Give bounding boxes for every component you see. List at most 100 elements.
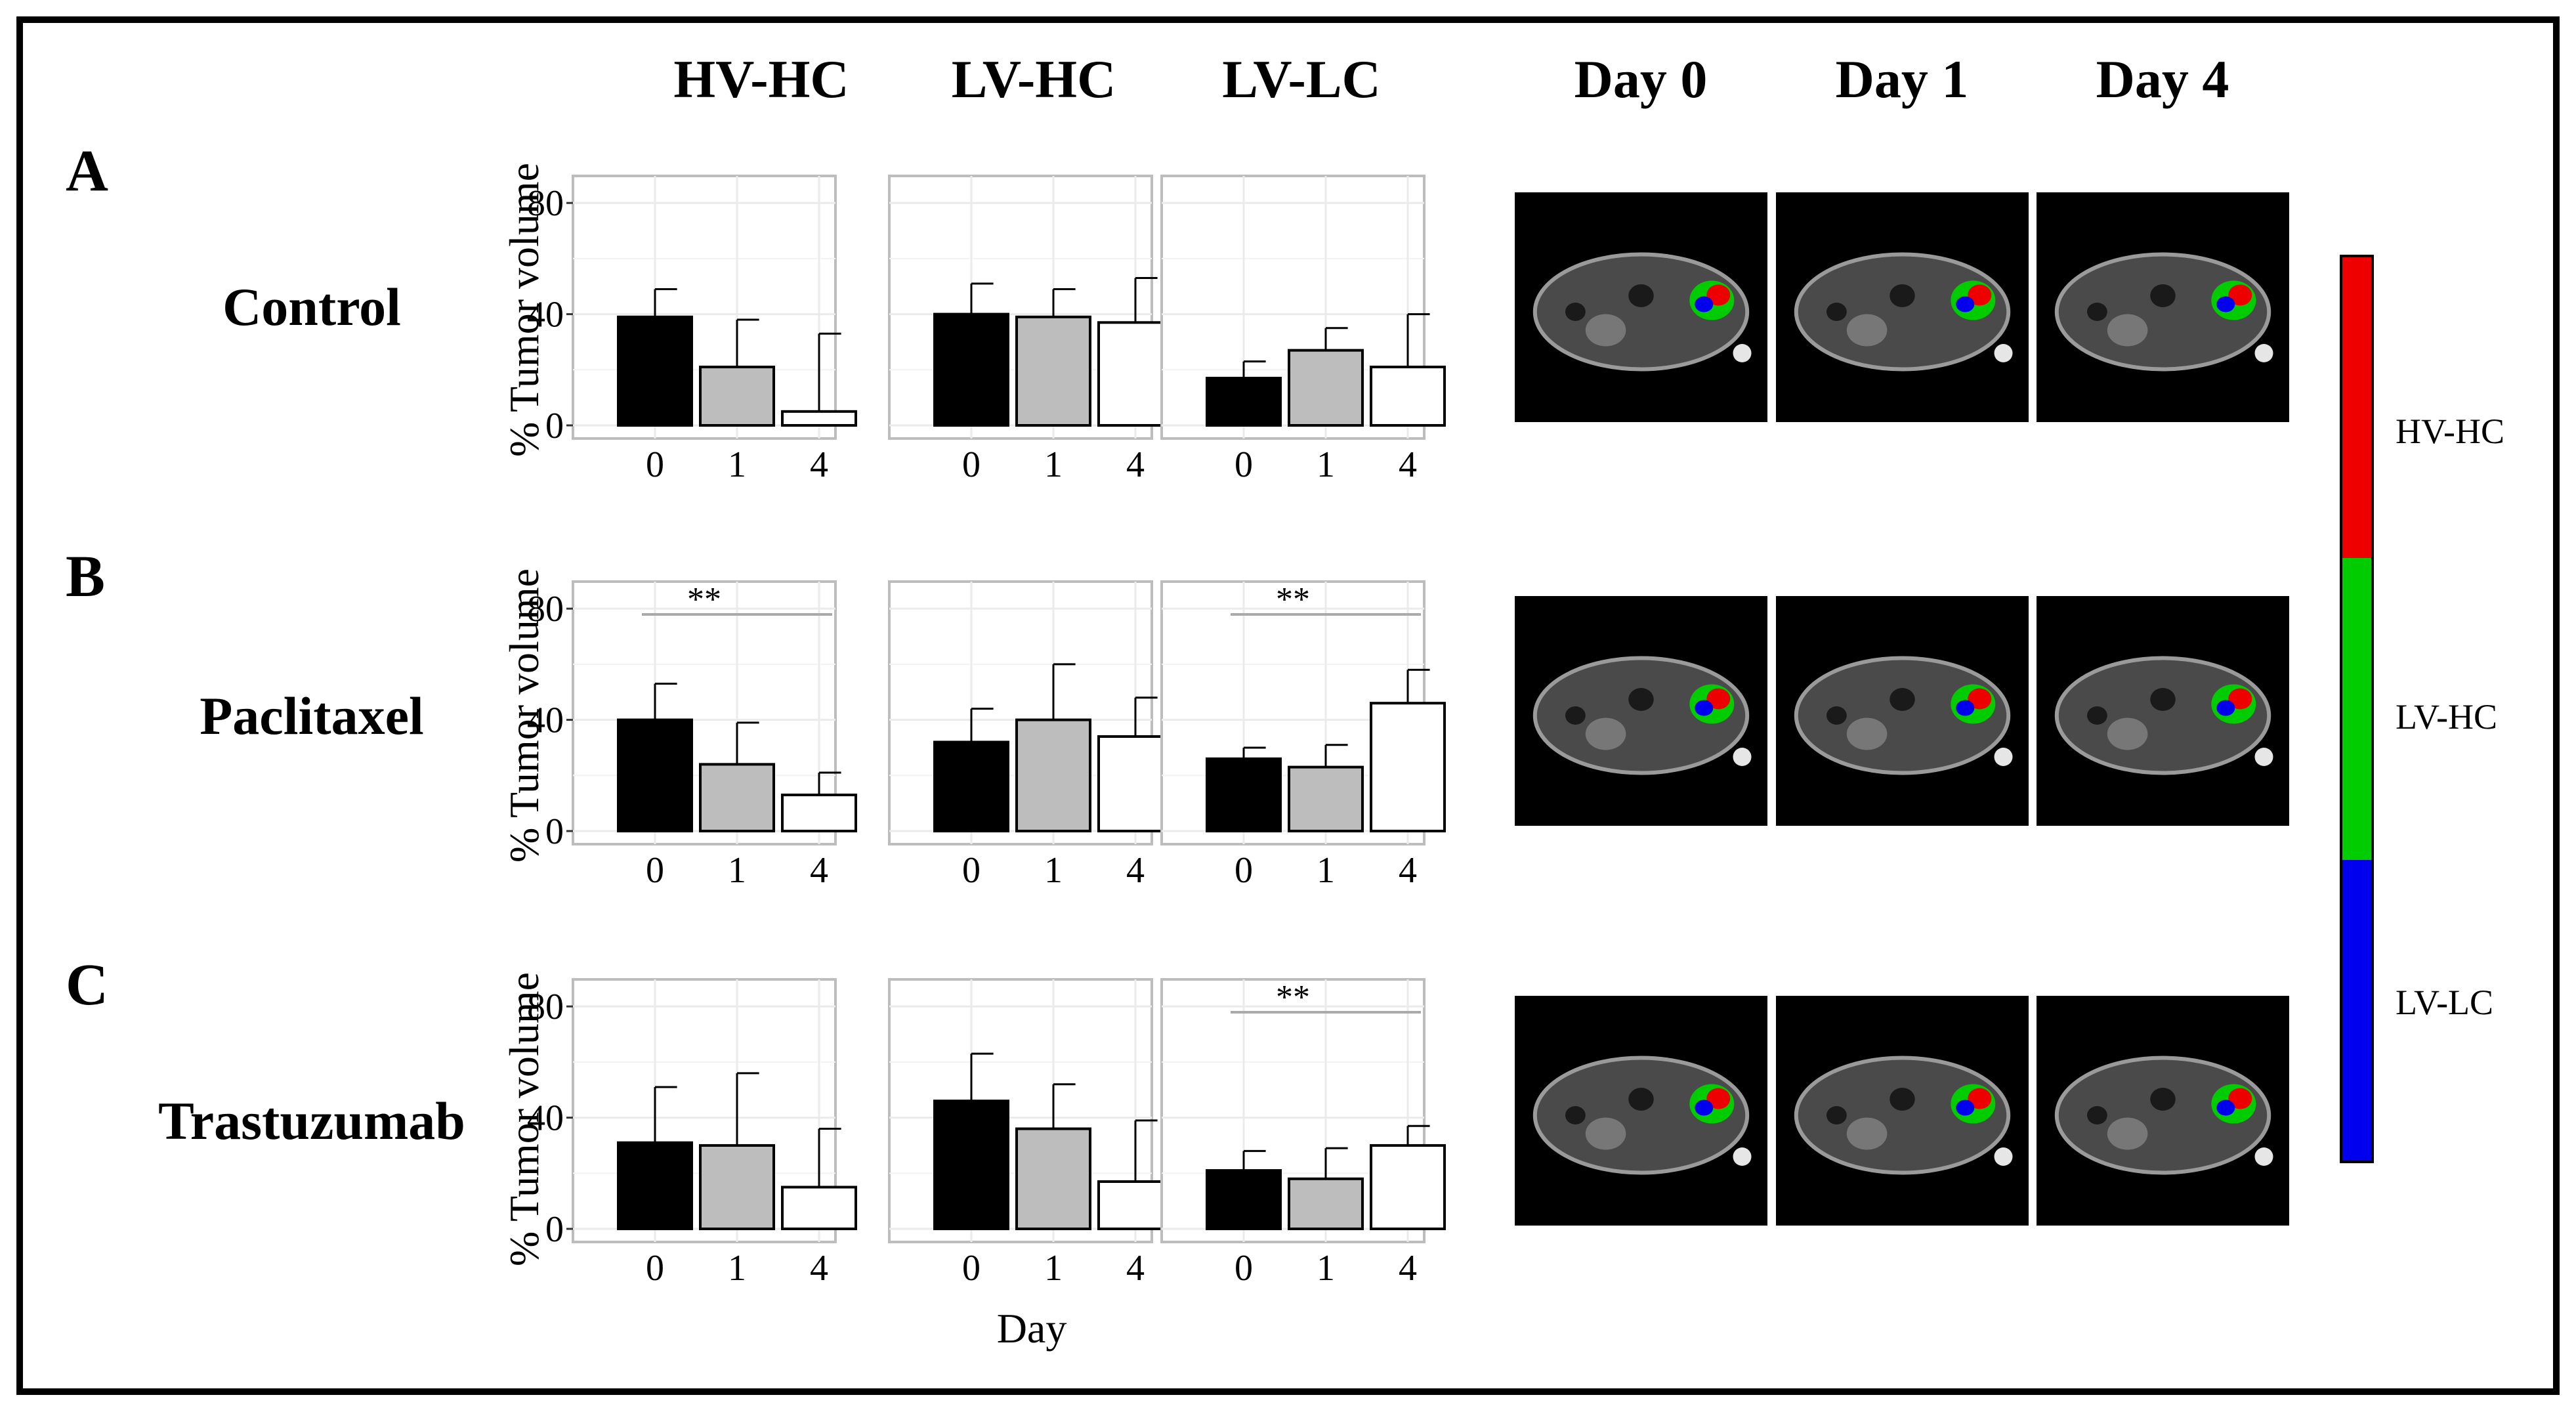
significance-label-paclitaxel-lv-lc: ** xyxy=(1276,581,1310,618)
mri-body-outline xyxy=(1532,1056,1750,1175)
row-label-control: Control xyxy=(222,277,401,337)
panel-letter-c: C xyxy=(66,952,108,1017)
fiducial-marker xyxy=(1994,748,2013,766)
bar-trastuzumab-lv-hc-day-0 xyxy=(933,1100,1009,1231)
bar-paclitaxel-hv-hc-day-0 xyxy=(617,718,693,833)
tumor-overlay-lv-lc xyxy=(1956,700,1975,716)
x-axis-title: Day xyxy=(997,1305,1067,1352)
y-tick-label-paclitaxel-hv-hc-40: 40 xyxy=(527,700,564,741)
x-tick-label-control-lv-lc-1: 1 xyxy=(1317,444,1335,485)
fiducial-marker xyxy=(2254,1147,2273,1166)
x-tick-label-trastuzumab-lv-lc-1: 1 xyxy=(1317,1248,1335,1289)
x-tick-label-control-hv-hc-1: 1 xyxy=(728,444,746,485)
mri-cavity xyxy=(1826,303,1847,321)
mri-body-outline xyxy=(2054,656,2271,775)
x-tick-label-control-hv-hc-4: 4 xyxy=(810,444,828,485)
tumor-overlay-lv-lc xyxy=(1695,296,1714,312)
mri-body-outline xyxy=(1532,656,1750,775)
bar-paclitaxel-lv-lc-day-0 xyxy=(1206,757,1282,832)
colorbar-segment-hv-hc xyxy=(2341,256,2373,558)
bar-trastuzumab-lv-lc-day-0 xyxy=(1206,1169,1282,1231)
bar-control-lv-lc-day-0 xyxy=(1206,377,1282,427)
fiducial-marker xyxy=(2254,344,2273,362)
colorbar-label-lv-lc: LV-LC xyxy=(2396,983,2493,1022)
x-tick-label-control-lv-hc-4: 4 xyxy=(1126,444,1145,485)
image-header-day-1: Day 1 xyxy=(1836,49,1969,109)
mri-image-trastuzumab-day-1 xyxy=(1776,996,2029,1226)
mri-cavity xyxy=(1565,303,1586,321)
colorbar-label-hv-hc: HV-HC xyxy=(2396,412,2504,451)
x-tick-label-control-lv-hc-1: 1 xyxy=(1044,444,1063,485)
bar-trastuzumab-lv-lc-day-1 xyxy=(1288,1177,1364,1230)
mri-organ xyxy=(1585,1117,1626,1150)
mri-cavity xyxy=(1628,284,1654,307)
mri-body-outline xyxy=(1794,1056,2011,1175)
tumor-overlay-hv-hc xyxy=(1706,284,1731,306)
col-header-lv-hc: LV-HC xyxy=(952,49,1116,109)
panel-letter-b: B xyxy=(66,544,105,609)
tumor-overlay-lv-lc xyxy=(1695,1100,1714,1116)
x-tick-label-trastuzumab-lv-lc-0: 0 xyxy=(1235,1248,1253,1289)
x-tick-label-paclitaxel-lv-hc-4: 4 xyxy=(1126,850,1145,891)
y-tick-label-paclitaxel-hv-hc-0: 0 xyxy=(545,811,564,852)
bar-control-hv-hc-day-4 xyxy=(781,410,857,427)
mri-cavity xyxy=(1628,1088,1654,1111)
mri-cavity xyxy=(1890,1088,1915,1111)
colorbar-outline xyxy=(2340,255,2374,1163)
mri-organ xyxy=(1846,1117,1888,1150)
mri-cavity xyxy=(1565,1106,1586,1124)
fiducial-marker xyxy=(1994,1147,2013,1166)
tumor-overlay-hv-hc xyxy=(2228,284,2252,306)
mri-cavity xyxy=(1565,706,1586,725)
image-header-day-0: Day 0 xyxy=(1574,49,1708,109)
y-tick-label-trastuzumab-hv-hc-0: 0 xyxy=(545,1209,564,1250)
bar-trastuzumab-lv-lc-day-4 xyxy=(1370,1144,1446,1230)
x-tick-label-paclitaxel-lv-hc-1: 1 xyxy=(1044,850,1063,891)
y-tick-label-paclitaxel-hv-hc-80: 80 xyxy=(527,589,564,630)
bar-paclitaxel-hv-hc-day-4 xyxy=(781,793,857,832)
y-axis-title-row-c: % Tumor volume xyxy=(501,972,547,1266)
colorbar-segment-lv-lc xyxy=(2341,860,2373,1162)
mri-body-outline xyxy=(2054,1056,2271,1175)
mri-image-control-day-1 xyxy=(1776,192,2029,422)
bar-paclitaxel-hv-hc-day-1 xyxy=(699,763,775,832)
x-tick-label-trastuzumab-lv-hc-1: 1 xyxy=(1044,1248,1063,1289)
bar-control-lv-hc-day-1 xyxy=(1015,315,1091,427)
bar-trastuzumab-lv-hc-day-1 xyxy=(1015,1127,1091,1230)
x-tick-label-trastuzumab-lv-lc-4: 4 xyxy=(1399,1248,1417,1289)
mri-image-trastuzumab-day-0 xyxy=(1515,996,1767,1226)
x-tick-label-control-lv-lc-0: 0 xyxy=(1235,444,1253,485)
y-tick-label-trastuzumab-hv-hc-80: 80 xyxy=(527,987,564,1027)
fiducial-marker xyxy=(1733,344,1752,362)
tumor-overlay-lv-lc xyxy=(1956,1100,1975,1116)
tumor-overlay-hv-hc xyxy=(2228,688,2252,710)
tumor-overlay-lv-lc xyxy=(2216,296,2235,312)
x-tick-label-control-lv-lc-4: 4 xyxy=(1399,444,1417,485)
significance-label-paclitaxel-hv-hc: ** xyxy=(687,581,721,618)
fiducial-marker xyxy=(2254,748,2273,766)
colorbar: HV-HC LV-HC LV-LC xyxy=(2340,255,2504,1163)
mri-cavity xyxy=(2087,303,2107,321)
x-tick-label-paclitaxel-lv-hc-0: 0 xyxy=(962,850,981,891)
bar-control-lv-lc-day-1 xyxy=(1288,349,1364,427)
bar-trastuzumab-hv-hc-day-0 xyxy=(617,1141,693,1231)
mri-organ xyxy=(2107,1117,2148,1150)
mri-images-layer xyxy=(1515,192,2289,1226)
bar-trastuzumab-hv-hc-day-4 xyxy=(781,1186,857,1230)
mri-cavity xyxy=(1826,1106,1847,1124)
mri-organ xyxy=(2107,717,2148,750)
bar-control-lv-hc-day-4 xyxy=(1097,321,1173,427)
col-header-hv-hc: HV-HC xyxy=(673,49,849,109)
mri-organ xyxy=(1846,314,1888,347)
x-tick-label-trastuzumab-hv-hc-4: 4 xyxy=(810,1248,828,1289)
bar-paclitaxel-lv-hc-day-0 xyxy=(933,740,1009,832)
mri-organ xyxy=(1846,717,1888,750)
mri-cavity xyxy=(2150,284,2176,307)
mri-cavity xyxy=(2150,1088,2176,1111)
tumor-overlay-hv-hc xyxy=(1706,688,1731,710)
colorbar-label-lv-hc: LV-HC xyxy=(2396,697,2497,737)
tumor-overlay-lv-lc xyxy=(2216,1100,2235,1116)
x-tick-label-paclitaxel-lv-lc-1: 1 xyxy=(1317,850,1335,891)
tumor-overlay-hv-hc xyxy=(1968,284,1992,306)
